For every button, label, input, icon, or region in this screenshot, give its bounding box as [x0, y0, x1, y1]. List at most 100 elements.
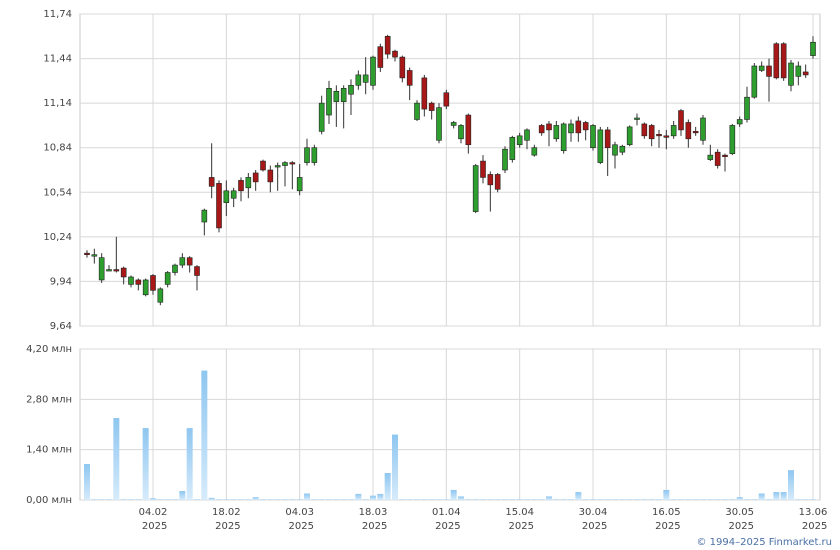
- candle-body: [458, 125, 464, 140]
- volume-bar: [201, 370, 208, 500]
- volume-bar: [744, 499, 750, 500]
- volume-bar: [641, 499, 648, 500]
- candle-body: [795, 65, 802, 77]
- volume-bar: [663, 489, 670, 500]
- candle-body: [714, 151, 721, 166]
- volume-bar: [436, 499, 442, 500]
- candle-body: [568, 123, 574, 134]
- x-tick-label: 01.04 2025: [432, 507, 461, 532]
- candle-body: [802, 71, 809, 76]
- volume-bar: [392, 434, 398, 500]
- candle-body: [443, 92, 450, 107]
- volume-bar: [340, 499, 347, 500]
- volume-bar: [326, 499, 332, 500]
- volume-bar: [120, 499, 127, 500]
- candle-body: [274, 165, 281, 168]
- y-tick-label: 11,14: [43, 98, 72, 109]
- volume-bar: [648, 499, 655, 500]
- volume-bar: [91, 499, 98, 500]
- volume-bar: [509, 499, 516, 500]
- volume-bar: [597, 499, 604, 500]
- volume-bar: [274, 499, 281, 500]
- candle-body: [502, 148, 508, 171]
- volume-bar: [142, 428, 149, 500]
- candle-body: [692, 131, 699, 134]
- volume-bar: [766, 499, 772, 500]
- candle-body: [604, 129, 611, 149]
- volume-bar: [590, 499, 596, 500]
- candle-body: [340, 87, 347, 102]
- candle-body: [318, 102, 325, 132]
- candle-body: [392, 50, 398, 58]
- volume-bar: [370, 495, 376, 500]
- candle-body: [186, 257, 193, 266]
- candle-body: [487, 174, 494, 186]
- volume-bar: [714, 499, 721, 500]
- volume-bar: [84, 464, 90, 500]
- candle-body: [230, 190, 237, 199]
- candle-body: [538, 125, 545, 134]
- candle-body: [788, 62, 794, 86]
- y-tick-label: 0,00 млн: [26, 495, 72, 506]
- volume-bar: [516, 499, 523, 500]
- y-tick-label: 1,40 млн: [26, 445, 72, 456]
- candle-body: [194, 266, 200, 276]
- volume-bar: [634, 499, 640, 500]
- y-tick-label: 10,24: [43, 232, 72, 243]
- volume-bar: [685, 499, 692, 500]
- volume-bar: [333, 499, 340, 500]
- candle-body: [260, 160, 266, 171]
- y-tick-label: 11,74: [43, 9, 72, 20]
- volume-bar: [678, 499, 684, 500]
- copyright: © 1994–2025 Finmarket.ru: [696, 537, 832, 548]
- candle-body: [91, 254, 98, 257]
- candle-body: [172, 264, 178, 273]
- volume-bar: [553, 499, 560, 500]
- volume-bar: [355, 493, 362, 500]
- volume-bar: [450, 489, 457, 500]
- volume-bar: [546, 496, 552, 500]
- volume-bar: [164, 499, 171, 500]
- volume-bar: [626, 499, 633, 500]
- volume-bar: [252, 497, 259, 500]
- volume-bar: [106, 499, 112, 500]
- candle-body: [304, 147, 310, 163]
- candle-body: [516, 135, 523, 146]
- volume-bar: [289, 499, 296, 500]
- volume-bar: [421, 499, 428, 500]
- candle-body: [707, 154, 714, 160]
- candle-body: [766, 65, 772, 77]
- volume-bar: [128, 499, 134, 500]
- volume-bar: [795, 499, 802, 500]
- volume-bar: [656, 499, 662, 500]
- x-tick-label: 18.03 2025: [359, 507, 388, 532]
- volume-bar: [494, 499, 501, 500]
- candle-body: [773, 43, 780, 79]
- candle-body: [216, 183, 222, 229]
- volume-bar: [502, 499, 508, 500]
- candle-body: [729, 125, 736, 154]
- candle-body: [590, 125, 596, 149]
- volume-bar: [245, 499, 252, 500]
- candle-body: [84, 252, 90, 255]
- volume-bar: [216, 499, 222, 500]
- candle-body: [311, 147, 318, 163]
- candle-body: [744, 96, 750, 120]
- volume-bar: [194, 499, 200, 500]
- volume-bar: [802, 499, 809, 500]
- candle-body: [98, 257, 105, 281]
- volume-bar: [348, 499, 354, 500]
- volume-bar: [604, 499, 611, 500]
- candle-body: [245, 177, 252, 189]
- volume-bar: [582, 499, 589, 500]
- volume-bar: [414, 499, 420, 500]
- candle-body: [428, 102, 435, 111]
- volume-bar: [223, 499, 230, 500]
- volume-bar: [700, 499, 706, 500]
- candle-body: [648, 125, 655, 140]
- y-tick-label: 10,54: [43, 187, 72, 198]
- volume-bar: [751, 499, 758, 500]
- candle-body: [450, 122, 457, 126]
- candle-body: [678, 110, 684, 131]
